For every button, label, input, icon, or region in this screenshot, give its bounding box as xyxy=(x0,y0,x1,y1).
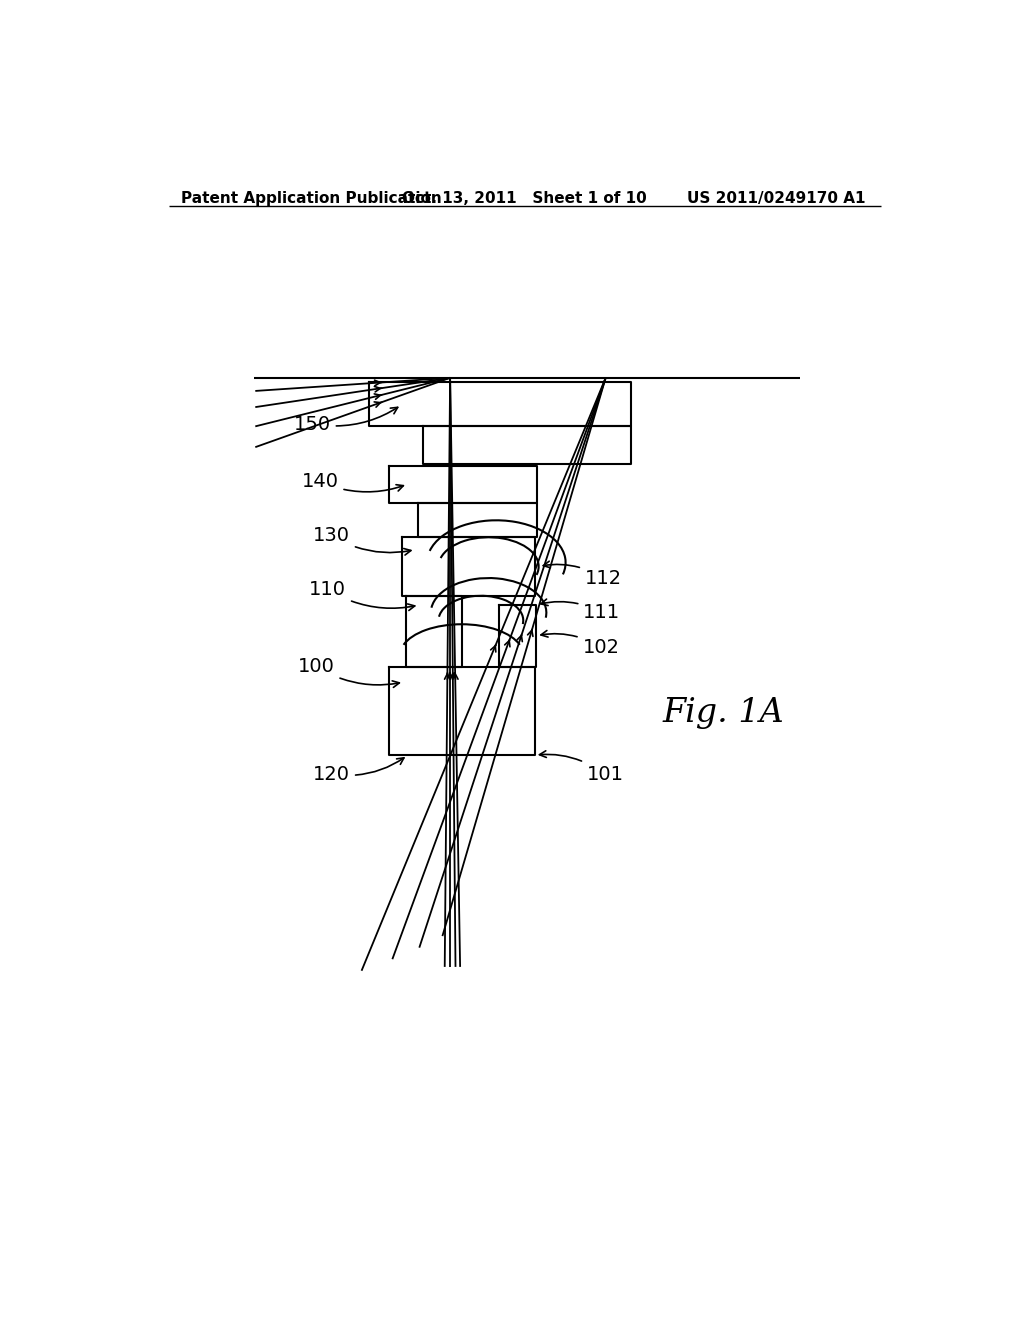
Text: 101: 101 xyxy=(540,751,624,784)
Text: US 2011/0249170 A1: US 2011/0249170 A1 xyxy=(687,191,866,206)
Text: 140: 140 xyxy=(301,473,403,492)
Text: Patent Application Publication: Patent Application Publication xyxy=(180,191,441,206)
Text: 102: 102 xyxy=(541,631,620,657)
Text: 100: 100 xyxy=(298,657,399,688)
Text: 150: 150 xyxy=(294,408,397,433)
Text: 111: 111 xyxy=(541,599,621,622)
Text: 130: 130 xyxy=(313,527,411,554)
Text: 120: 120 xyxy=(313,758,403,784)
Text: 110: 110 xyxy=(309,579,415,610)
Text: Oct. 13, 2011   Sheet 1 of 10: Oct. 13, 2011 Sheet 1 of 10 xyxy=(402,191,647,206)
Text: Fig. 1A: Fig. 1A xyxy=(663,697,784,729)
Text: 112: 112 xyxy=(543,561,622,587)
